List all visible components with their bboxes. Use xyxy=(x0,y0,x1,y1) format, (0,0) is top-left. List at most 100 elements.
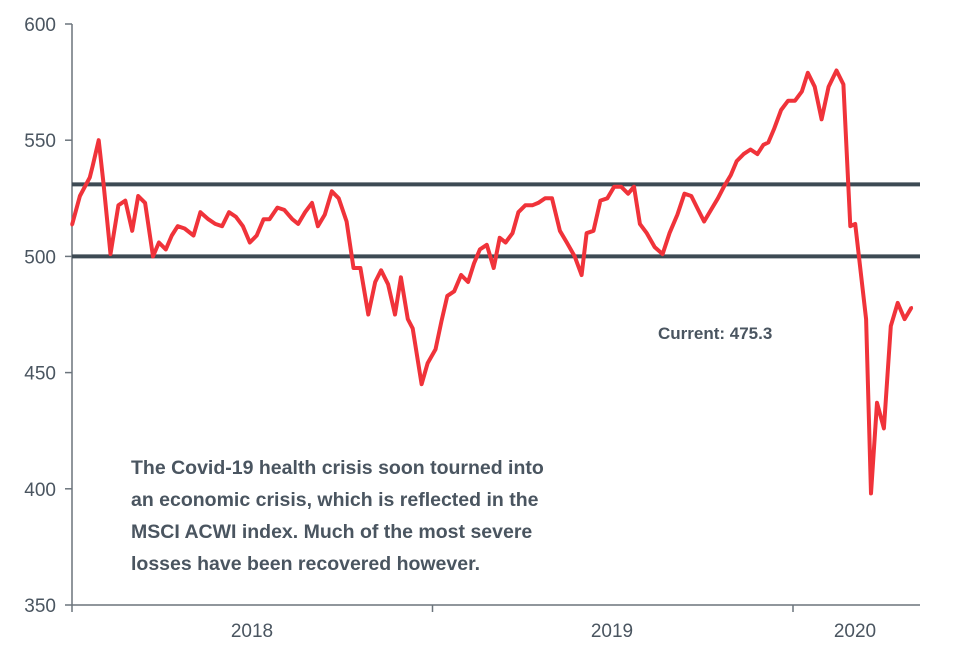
data-point xyxy=(543,196,547,200)
data-point xyxy=(558,229,562,233)
data-point xyxy=(716,196,720,200)
data-point xyxy=(206,217,210,221)
data-point xyxy=(668,231,672,235)
data-point xyxy=(580,273,584,277)
y-axis: 600 550 500 450 400 350 xyxy=(24,15,73,617)
data-point xyxy=(827,85,831,89)
data-point xyxy=(176,224,180,228)
data-point xyxy=(310,201,314,205)
data-point xyxy=(123,199,127,203)
data-point xyxy=(191,233,195,237)
data-point xyxy=(516,210,520,214)
data-point xyxy=(735,159,739,163)
y-tick-label: 450 xyxy=(24,364,56,385)
data-point xyxy=(598,199,602,203)
data-point xyxy=(227,210,231,214)
data-point xyxy=(439,319,443,323)
data-point xyxy=(316,224,320,228)
data-point xyxy=(303,210,307,214)
data-point xyxy=(406,317,410,321)
data-point xyxy=(834,68,838,72)
data-point xyxy=(605,196,609,200)
data-point xyxy=(366,313,370,316)
data-point xyxy=(612,185,616,189)
y-tick-label: 400 xyxy=(24,480,56,501)
data-point xyxy=(882,426,886,430)
data-point xyxy=(675,213,679,217)
data-point xyxy=(729,173,733,177)
data-point xyxy=(550,196,554,200)
data-point xyxy=(290,217,294,221)
data-point xyxy=(696,208,700,212)
data-point xyxy=(241,224,245,228)
data-point xyxy=(536,201,540,205)
data-point xyxy=(853,222,857,226)
y-tick-label: 600 xyxy=(24,15,56,36)
data-point xyxy=(820,117,824,121)
data-point xyxy=(420,382,424,386)
data-point xyxy=(282,208,286,212)
data-point xyxy=(143,201,147,205)
y-tick-label: 350 xyxy=(24,596,56,617)
note-line: an economic crisis, which is reflected i… xyxy=(131,489,539,511)
data-point xyxy=(661,252,665,256)
data-point xyxy=(386,282,390,286)
data-point xyxy=(136,194,140,198)
data-point xyxy=(337,196,341,200)
data-point xyxy=(399,275,403,279)
data-point xyxy=(268,217,272,221)
data-point xyxy=(848,224,852,228)
data-point xyxy=(806,71,810,75)
data-point xyxy=(78,194,82,198)
data-point xyxy=(330,189,334,193)
data-points xyxy=(70,68,914,495)
data-point xyxy=(157,240,161,244)
annotation-note: The Covid-19 health crisis soon tourned … xyxy=(131,457,544,575)
data-point xyxy=(445,294,449,298)
data-point xyxy=(761,143,765,147)
data-point xyxy=(91,164,95,168)
data-point xyxy=(151,254,155,258)
x-tick-label: 2020 xyxy=(834,621,876,642)
data-point xyxy=(358,266,362,270)
data-point xyxy=(632,185,636,189)
data-point xyxy=(478,247,482,251)
data-point xyxy=(530,203,534,207)
data-point xyxy=(426,361,430,365)
data-point xyxy=(234,215,238,219)
data-point xyxy=(523,203,527,207)
x-tick-label: 2019 xyxy=(591,621,633,642)
data-point xyxy=(793,99,797,103)
data-point xyxy=(373,280,377,284)
data-point xyxy=(702,220,706,224)
data-point xyxy=(213,222,217,226)
data-point xyxy=(511,231,515,235)
data-point xyxy=(722,185,726,189)
y-tick-label: 500 xyxy=(24,247,56,268)
data-point xyxy=(749,147,753,151)
data-point xyxy=(573,254,577,258)
data-point xyxy=(466,280,470,284)
data-point xyxy=(323,213,327,217)
note-line: losses have been recovered however. xyxy=(131,553,480,575)
current-value-label: Current: 475.3 xyxy=(658,324,772,343)
data-point xyxy=(864,317,868,321)
data-point xyxy=(504,240,508,244)
data-point xyxy=(198,210,202,214)
data-point xyxy=(351,266,355,270)
data-point xyxy=(910,306,914,310)
data-point xyxy=(262,217,266,221)
note-line: MSCI ACWI index. Much of the most severe xyxy=(131,521,532,543)
data-point xyxy=(433,347,437,351)
data-point xyxy=(220,224,224,228)
note-line: The Covid-19 health crisis soon tourned … xyxy=(131,457,544,479)
data-point xyxy=(903,317,907,321)
data-point xyxy=(97,138,101,142)
y-tick-label: 550 xyxy=(24,131,56,152)
data-point xyxy=(296,222,300,226)
data-point xyxy=(682,192,686,196)
data-point xyxy=(255,233,259,237)
data-point xyxy=(786,99,790,103)
data-point xyxy=(452,289,456,293)
data-point xyxy=(896,301,900,305)
